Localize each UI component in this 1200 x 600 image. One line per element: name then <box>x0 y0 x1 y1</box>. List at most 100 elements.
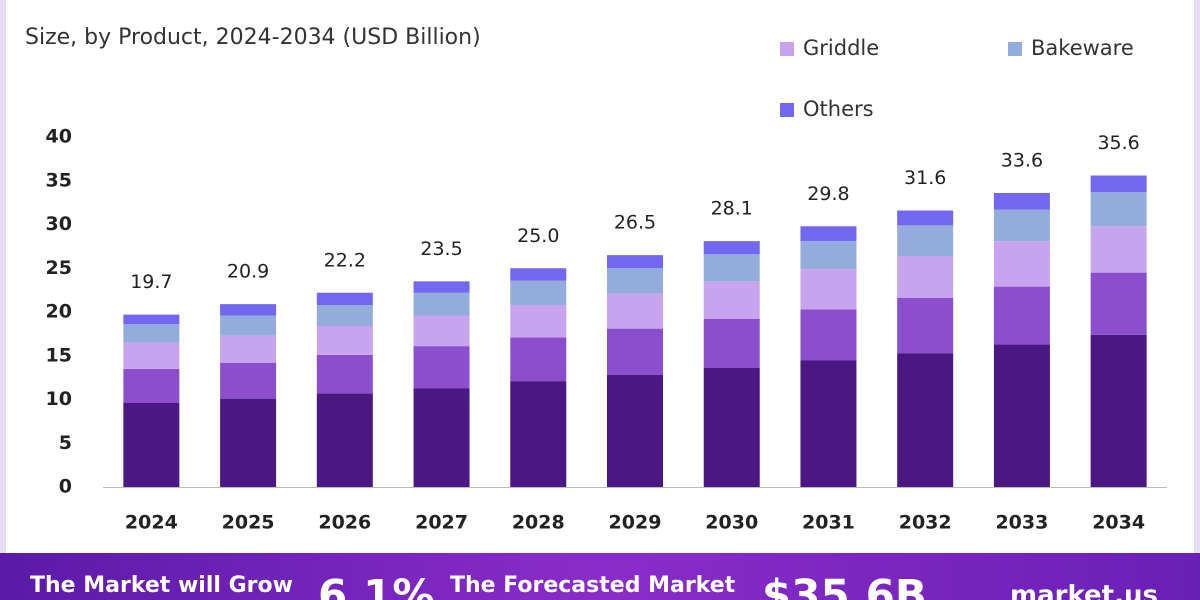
bar-segment <box>800 226 857 242</box>
bar-segment <box>607 293 663 329</box>
bar-segment <box>993 286 1050 345</box>
bar-segment <box>220 335 277 363</box>
footer-band <box>0 553 1200 600</box>
total-label: 33.6 <box>1001 150 1043 172</box>
y-tick-label: 20 <box>46 301 72 323</box>
y-tick-label: 10 <box>46 388 72 410</box>
bar-segment <box>607 268 663 294</box>
total-label: 35.6 <box>1097 132 1139 154</box>
bar-segment <box>220 398 277 487</box>
total-label: 25.0 <box>517 225 559 247</box>
legend-label: Griddle <box>803 36 879 60</box>
bar-segment <box>123 324 180 343</box>
bar-segment <box>1090 226 1147 273</box>
y-tick-label: 30 <box>46 213 72 235</box>
side-border <box>1194 0 1200 553</box>
x-tick-label: 2030 <box>705 512 758 534</box>
bar-segment <box>703 281 760 319</box>
y-tick-label: 40 <box>46 126 72 148</box>
legend-swatch <box>780 103 794 117</box>
bar-segment <box>607 375 663 487</box>
x-tick-label: 2024 <box>125 512 178 534</box>
bar-segment <box>413 388 470 487</box>
y-tick-label: 0 <box>59 476 72 498</box>
bar-segment <box>510 337 567 382</box>
bar-segment <box>800 309 857 361</box>
footer-value: $35.6B <box>762 571 927 600</box>
bar-segment <box>316 305 373 326</box>
bar-segment <box>220 362 277 399</box>
bar-segment <box>1090 272 1147 335</box>
bar-segment <box>897 210 954 226</box>
bar-segment <box>897 256 954 298</box>
bar-segment <box>220 315 277 336</box>
bar-segment <box>510 381 567 487</box>
footer-cagr: 6.1% <box>318 571 434 600</box>
bar-segment <box>316 354 373 394</box>
bar-segment <box>1090 192 1147 227</box>
bar-segment <box>316 326 373 355</box>
y-tick-label: 35 <box>46 169 72 191</box>
legend-swatch <box>1008 42 1022 56</box>
bar-segment <box>413 281 470 293</box>
bar-segment <box>413 346 470 389</box>
bar-segment <box>316 292 373 305</box>
bar-segment <box>220 304 277 316</box>
bar-segment <box>607 328 663 375</box>
bar-segment <box>510 305 567 338</box>
bar-segment <box>897 298 954 354</box>
bar-segment <box>703 319 760 368</box>
bar-segment <box>510 268 567 281</box>
total-label: 26.5 <box>614 212 656 234</box>
footer-logo: market.us <box>1010 581 1158 600</box>
bar-segment <box>316 393 373 487</box>
bar-segment <box>123 314 180 325</box>
bar-segment <box>123 403 180 487</box>
total-label: 19.7 <box>130 271 172 293</box>
bar-segment <box>703 368 760 487</box>
y-tick-label: 15 <box>46 344 72 366</box>
bar-segment <box>123 342 180 369</box>
bar-segment <box>703 254 760 282</box>
x-tick-label: 2032 <box>899 512 952 534</box>
x-tick-label: 2026 <box>318 512 371 534</box>
x-tick-label: 2029 <box>609 512 662 534</box>
bar-segment <box>1090 334 1147 487</box>
x-tick-label: 2027 <box>415 512 468 534</box>
bar-segment <box>510 280 567 305</box>
chart-subtitle: Size, by Product, 2024-2034 (USD Billion… <box>25 25 481 50</box>
side-border <box>0 0 6 553</box>
bar-segment <box>800 241 857 270</box>
footer-text: The Forecasted Market <box>450 573 736 598</box>
total-label: 23.5 <box>420 238 462 260</box>
x-tick-label: 2033 <box>995 512 1048 534</box>
legend-label: Bakeware <box>1031 36 1134 60</box>
bar-segment <box>993 241 1050 287</box>
bar-segment <box>800 269 857 310</box>
bar-segment <box>993 193 1050 210</box>
bar-segment <box>800 360 857 487</box>
x-tick-label: 2025 <box>222 512 275 534</box>
total-label: 31.6 <box>904 167 946 189</box>
bar-segment <box>413 292 470 316</box>
y-tick-label: 25 <box>46 257 72 279</box>
bar-segment <box>897 353 954 487</box>
bar-segment <box>607 255 663 269</box>
total-label: 28.1 <box>711 198 753 220</box>
bar-segment <box>703 241 760 255</box>
bar-segment <box>123 368 180 403</box>
bar-segment <box>897 225 954 256</box>
footer-text: The Market will Grow <box>30 573 293 598</box>
x-tick-label: 2028 <box>512 512 565 534</box>
total-label: 20.9 <box>227 261 269 283</box>
bar-segment <box>1090 175 1147 193</box>
bar-segment <box>993 344 1050 487</box>
legend-swatch <box>780 42 794 56</box>
total-label: 22.2 <box>324 249 366 271</box>
y-tick-label: 5 <box>59 432 72 454</box>
bar-segment <box>993 209 1050 242</box>
x-tick-label: 2034 <box>1092 512 1145 534</box>
bar-segment <box>413 315 470 347</box>
total-label: 29.8 <box>807 183 849 205</box>
